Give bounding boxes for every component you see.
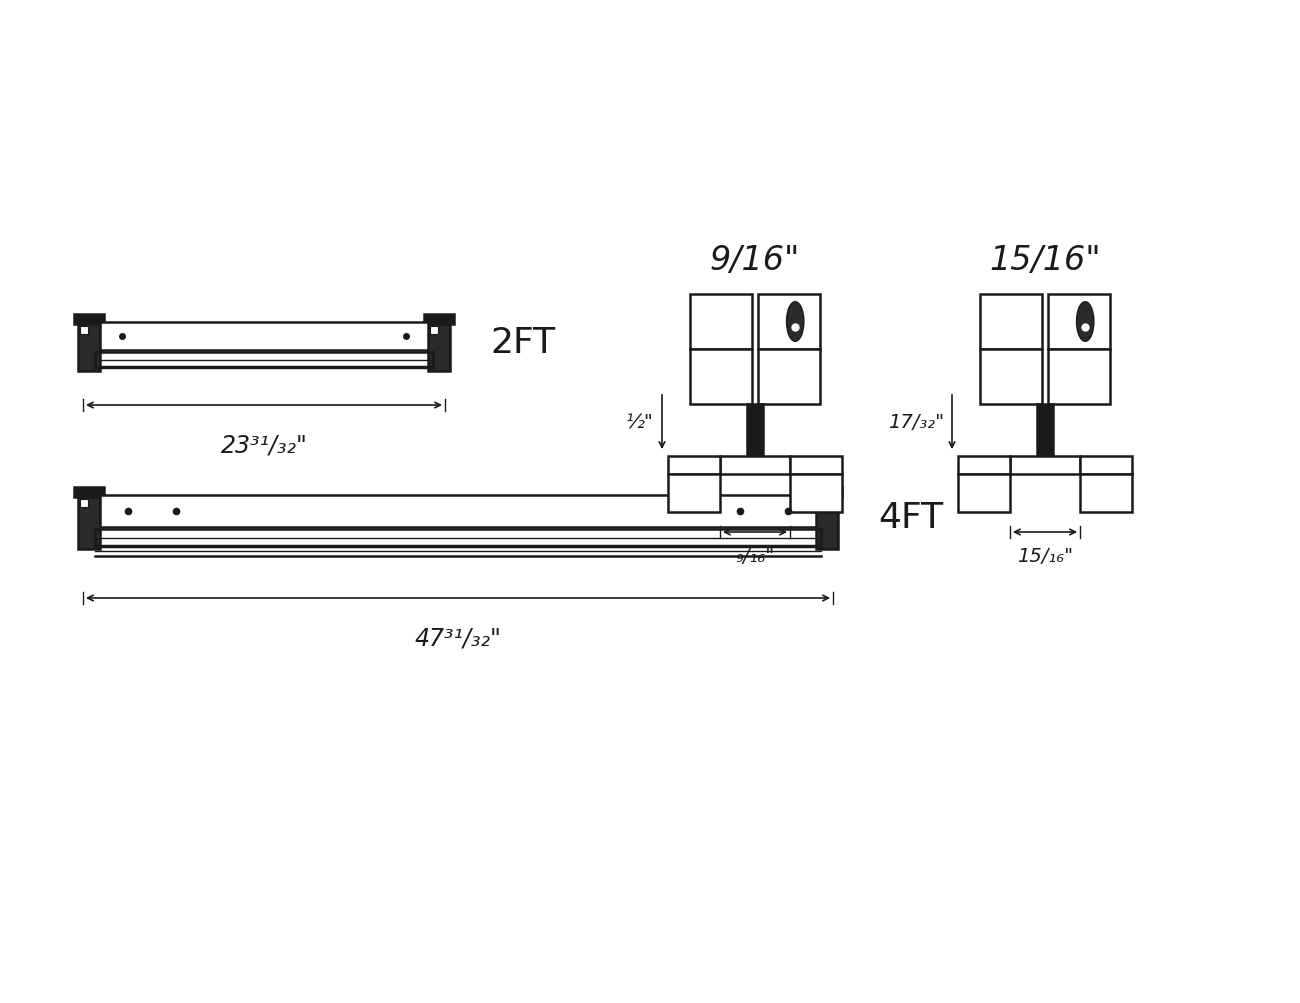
Bar [816,492,838,550]
Bar [78,492,100,550]
Bar [812,487,842,497]
Text: 15/₁₆": 15/₁₆" [1017,547,1072,566]
Bar [1048,350,1110,404]
Bar [74,315,104,325]
Bar [747,404,763,456]
Bar [668,456,720,474]
Bar [980,350,1043,404]
Bar [1010,456,1080,474]
Bar [78,320,100,372]
Bar [720,456,790,474]
Text: 17/₃₂": 17/₃₂" [888,413,944,432]
Bar [668,474,720,513]
Text: 47³¹/₃₂": 47³¹/₃₂" [415,627,502,650]
Text: 23³¹/₃₂": 23³¹/₃₂" [221,433,307,457]
Bar [690,295,751,350]
Bar [74,487,104,497]
Bar [790,456,842,474]
Bar [980,295,1043,350]
Text: 9/16": 9/16" [710,244,801,277]
Bar [424,315,454,325]
Bar [1037,404,1053,456]
Bar [81,327,88,335]
Bar [100,323,428,351]
Ellipse shape [1076,302,1093,342]
Bar [1080,456,1132,474]
Text: ½": ½" [627,413,654,432]
Bar [428,320,450,372]
Ellipse shape [786,302,803,342]
Bar [958,456,1010,474]
Bar [430,327,438,335]
Bar [958,474,1010,513]
Bar [1048,295,1110,350]
Bar [100,495,816,528]
Bar [1080,474,1132,513]
Text: 4FT: 4FT [878,500,942,535]
Bar [81,499,88,508]
Text: ₉/₁₆": ₉/₁₆" [736,547,775,566]
Bar [758,350,820,404]
Bar [818,499,826,508]
Text: 2FT: 2FT [490,326,555,360]
Bar [690,350,751,404]
Bar [790,474,842,513]
Text: 15/16": 15/16" [989,244,1101,277]
Bar [758,295,820,350]
